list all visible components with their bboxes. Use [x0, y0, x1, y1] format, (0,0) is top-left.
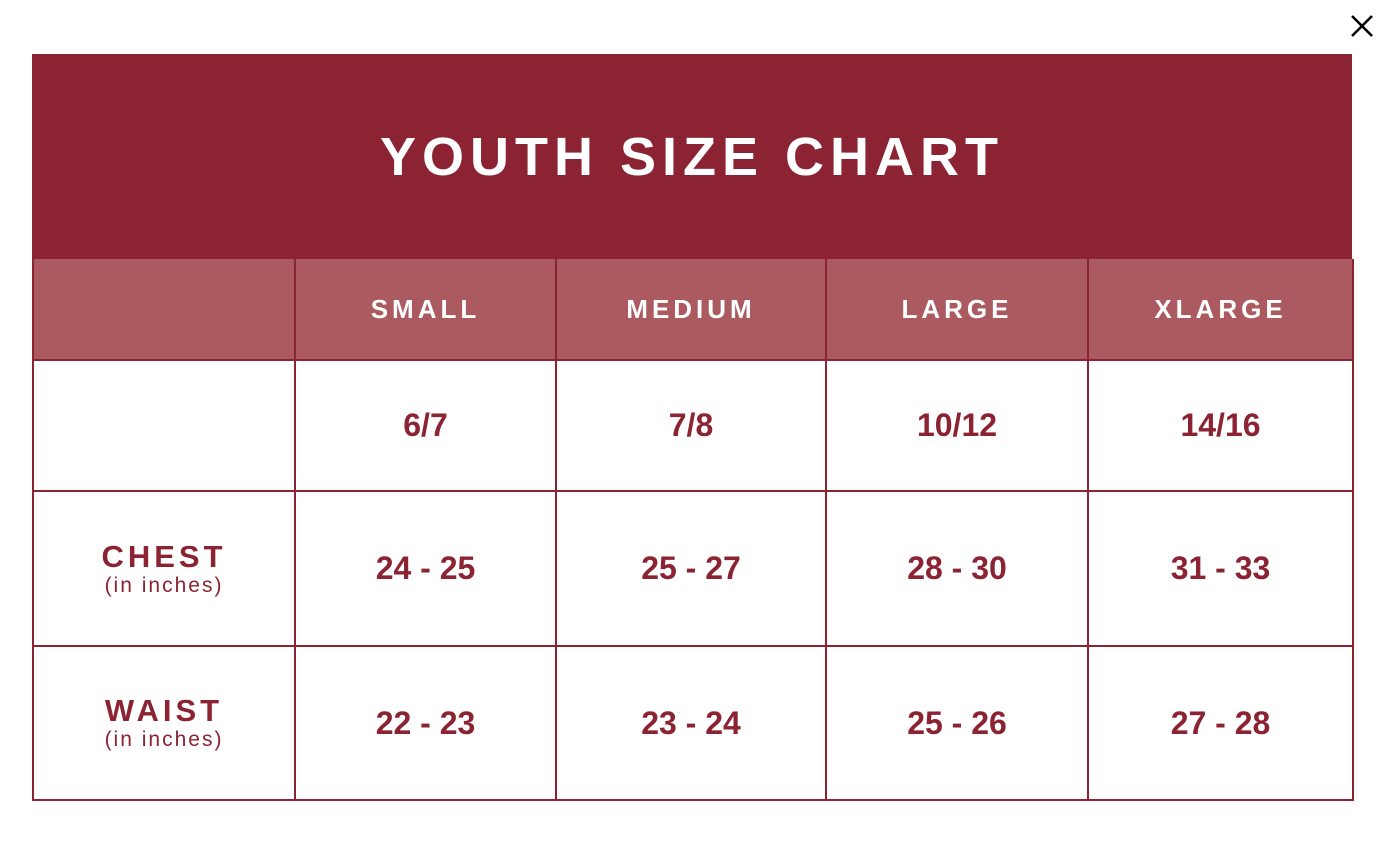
waist-small: 22 - 23	[294, 645, 557, 801]
chart-title: YOUTH SIZE CHART	[379, 126, 1004, 187]
youth-size-medium: 7/8	[555, 359, 827, 492]
row-label-empty	[32, 359, 296, 492]
chest-label: CHEST	[101, 538, 227, 574]
close-button[interactable]	[1346, 10, 1378, 42]
header-small: SMALL	[294, 259, 557, 361]
chest-small: 24 - 25	[294, 490, 557, 647]
waist-unit: (in inches)	[104, 728, 224, 751]
header-medium: MEDIUM	[555, 259, 827, 361]
waist-label: WAIST	[104, 693, 224, 728]
row-label-chest: CHEST (in inches)	[32, 490, 296, 647]
chest-unit: (in inches)	[104, 573, 224, 597]
table-header-row: SMALL MEDIUM LARGE XLARGE	[32, 259, 1354, 361]
waist-medium: 23 - 24	[555, 645, 827, 801]
table-row: CHEST (in inches) 24 - 25 25 - 27 28 - 3…	[32, 490, 1354, 647]
table-row: WAIST (in inches) 22 - 23 23 - 24 25 - 2…	[32, 645, 1354, 801]
chest-xlarge: 31 - 33	[1087, 490, 1354, 647]
row-label-waist: WAIST (in inches)	[32, 645, 296, 801]
close-icon	[1351, 15, 1373, 37]
chest-large: 28 - 30	[825, 490, 1089, 647]
youth-size-xlarge: 14/16	[1087, 359, 1354, 492]
table-row: 6/7 7/8 10/12 14/16	[32, 359, 1354, 492]
youth-size-small: 6/7	[294, 359, 557, 492]
youth-size-large: 10/12	[825, 359, 1089, 492]
header-empty-cell	[32, 259, 296, 361]
size-table: SMALL MEDIUM LARGE XLARGE 6/7 7/8 10/12 …	[32, 259, 1354, 801]
waist-xlarge: 27 - 28	[1087, 645, 1354, 801]
title-bar: YOUTH SIZE CHART	[32, 54, 1352, 259]
header-large: LARGE	[825, 259, 1089, 361]
header-xlarge: XLARGE	[1087, 259, 1354, 361]
size-chart: YOUTH SIZE CHART SMALL MEDIUM LARGE XLAR…	[32, 54, 1354, 802]
waist-large: 25 - 26	[825, 645, 1089, 801]
chest-medium: 25 - 27	[555, 490, 827, 647]
